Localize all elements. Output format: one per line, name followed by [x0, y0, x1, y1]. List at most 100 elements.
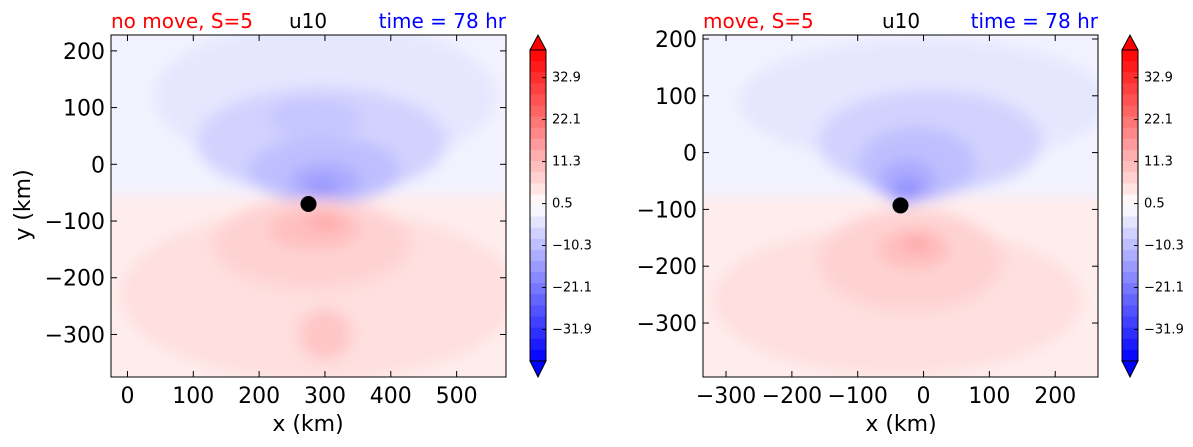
colorbar-segment	[1122, 161, 1138, 173]
colorbar-segment	[1122, 138, 1138, 151]
y-tick-label: 100	[63, 97, 105, 122]
y-tick-label: 100	[655, 85, 697, 110]
colorbar: 32.9 22.1 11.3 0.5 −10.3 −21.1 −31.9	[1121, 33, 1184, 379]
colorbar-segment	[1122, 105, 1138, 118]
contour-field	[111, 35, 506, 377]
colorbar-segment	[530, 94, 546, 107]
x-axis-label: x (km)	[865, 412, 936, 437]
colorbar-segment	[530, 249, 546, 262]
contour-region	[298, 308, 352, 360]
x-tick-label: 200	[238, 384, 280, 409]
colorbar-extend-min	[1121, 360, 1139, 379]
colorbar-segment	[1122, 327, 1138, 340]
x-tick-label: −200	[762, 384, 822, 409]
y-tick-label: 0	[91, 153, 105, 178]
colorbar-segment	[1122, 50, 1138, 62]
y-tick-label: −100	[45, 210, 105, 235]
colorbar-tick-label: −10.3	[1144, 239, 1184, 254]
colorbar-segment	[1122, 83, 1138, 96]
colorbar-segment	[530, 61, 546, 73]
colorbar-segment	[1122, 227, 1138, 240]
y-axis-label: y (km)	[11, 169, 36, 240]
colorbar-segment	[1122, 283, 1138, 295]
colorbar-segment	[530, 161, 546, 173]
title-right: time = 78 hr	[971, 9, 1099, 33]
x-axis-label: x (km)	[272, 412, 343, 437]
colorbar: 32.9 22.1 11.3 0.5 −10.3 −21.1 −31.9	[529, 33, 592, 379]
x-tick-label: 300	[304, 384, 346, 409]
colorbar-segment	[1122, 127, 1138, 140]
colorbar-segment	[530, 216, 546, 229]
y-tick-label: −200	[45, 267, 105, 292]
axes-frame	[702, 34, 1099, 378]
colorbar-segment	[1122, 183, 1138, 195]
y-tick-labels: 200 100 0 −100 −200 −300	[45, 40, 506, 348]
colorbar-segment	[530, 261, 546, 273]
colorbar-segment	[530, 149, 546, 162]
colorbar-segment	[1122, 305, 1138, 318]
contour-plot	[110, 34, 507, 378]
x-tick-labels: 0 100 200 300 400 500	[120, 35, 478, 409]
contour-region	[305, 211, 345, 231]
contour-field	[703, 35, 1098, 377]
x-tick-label: 0	[917, 384, 931, 409]
x-tick-label: 0	[120, 384, 134, 409]
contour-region	[269, 99, 362, 139]
colorbar-segment	[530, 50, 546, 62]
colorbar-segment	[1122, 249, 1138, 262]
x-tick-label: −300	[696, 384, 756, 409]
y-tick-labels: 200 100 0 −100 −200 −300	[637, 28, 1098, 337]
colorbar-extend-max	[529, 33, 547, 51]
title-right: time = 78 hr	[379, 9, 507, 33]
colorbar-segment	[530, 172, 546, 184]
colorbar-segment	[530, 127, 546, 140]
title-left: no move, S=5	[111, 9, 253, 33]
x-tick-label: 100	[172, 384, 214, 409]
colorbar-segment	[530, 205, 546, 218]
colorbar-segment	[1122, 116, 1138, 129]
colorbar-extend-max	[1121, 33, 1139, 51]
colorbar-segment	[530, 294, 546, 307]
colorbar-segment	[530, 283, 546, 295]
colorbar-tick-label: 0.5	[552, 197, 573, 212]
colorbar-frame	[1121, 49, 1139, 362]
y-tick-label: −200	[637, 255, 697, 280]
colorbar-segment	[530, 72, 546, 84]
y-tick-label: −300	[637, 312, 697, 337]
colorbar-tick-label: 22.1	[552, 113, 581, 128]
colorbar-segment	[1122, 72, 1138, 84]
contour-region	[892, 178, 922, 201]
colorbar-frame	[529, 49, 547, 362]
colorbar-segment	[530, 338, 546, 351]
colorbar-segment	[530, 83, 546, 96]
colorbar-segment	[1122, 172, 1138, 184]
title-left: move, S=5	[703, 9, 814, 33]
y-tick-label: 200	[63, 40, 105, 65]
colorbar-segment	[1122, 338, 1138, 351]
colorbar-segment	[530, 305, 546, 318]
colorbar-segment	[530, 183, 546, 195]
colorbar-tick-label: −31.9	[552, 323, 592, 338]
y-tick-label: −300	[45, 323, 105, 348]
colorbar-segment	[1122, 149, 1138, 162]
colorbar-segment	[530, 327, 546, 340]
axes-frame	[110, 34, 507, 378]
title-center: u10	[882, 9, 920, 33]
panel-no-move: no move, S=5 u10 time = 78 hr 0 100 200 300…	[11, 9, 592, 437]
colorbar-segment	[1122, 349, 1138, 362]
contour-plot	[702, 34, 1099, 378]
storm-center-marker	[892, 197, 909, 214]
colorbar-segment	[1122, 94, 1138, 107]
y-tick-label: −100	[637, 198, 697, 223]
colorbar-tick-label: 22.1	[1144, 113, 1173, 128]
colorbar-tick-label: 11.3	[552, 155, 581, 170]
colorbar-segment	[530, 116, 546, 129]
colorbar-tick-label: −31.9	[1144, 323, 1184, 338]
colorbar-segment	[1122, 216, 1138, 229]
storm-center-marker	[300, 196, 317, 213]
colorbar-segment	[530, 238, 546, 251]
contour-region	[900, 234, 934, 253]
x-tick-label: 400	[370, 384, 412, 409]
colorbar-segment	[1122, 272, 1138, 284]
